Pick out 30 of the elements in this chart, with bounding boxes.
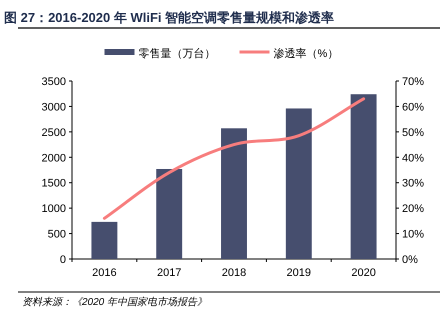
- bar: [91, 222, 118, 259]
- y-tick-label: 1000: [42, 203, 66, 216]
- legend-label: 渗透率（%）: [274, 47, 338, 60]
- y2-tick-label: 40%: [402, 152, 424, 164]
- x-tick-label: 2016: [92, 267, 117, 279]
- bar: [221, 128, 247, 259]
- bar: [156, 168, 182, 259]
- x-tick-label: 2019: [286, 267, 312, 279]
- y-tick-label: 3500: [42, 76, 66, 88]
- y2-tick-label: 70%: [402, 76, 424, 88]
- y-tick-label: 500: [48, 228, 66, 241]
- chart-title: 图 27：2016-2020 年 WliFi 智能空调零售量规模和渗透率: [4, 10, 334, 25]
- y-tick-label: 2000: [42, 152, 66, 164]
- y2-tick-label: 60%: [402, 101, 424, 114]
- y-tick-label: 3000: [42, 101, 66, 114]
- bar: [350, 94, 377, 259]
- y-tick-label: 2500: [42, 126, 66, 139]
- y2-tick-label: 10%: [402, 228, 424, 241]
- legend-label: 零售量（万台）: [138, 47, 216, 60]
- y-tick-label: 1500: [42, 178, 66, 190]
- x-tick-label: 2018: [222, 267, 246, 279]
- y2-tick-label: 20%: [402, 203, 424, 216]
- y2-tick-label: 30%: [402, 178, 424, 190]
- y2-tick-label: 50%: [402, 126, 424, 139]
- y-tick-label: 0: [60, 254, 66, 266]
- y2-tick-label: 0%: [402, 254, 418, 266]
- bar: [286, 108, 312, 259]
- x-tick-label: 2020: [351, 267, 376, 279]
- x-tick-label: 2017: [156, 267, 182, 279]
- text: 资料来源：《2020 年中国家电市场报告》: [22, 296, 208, 308]
